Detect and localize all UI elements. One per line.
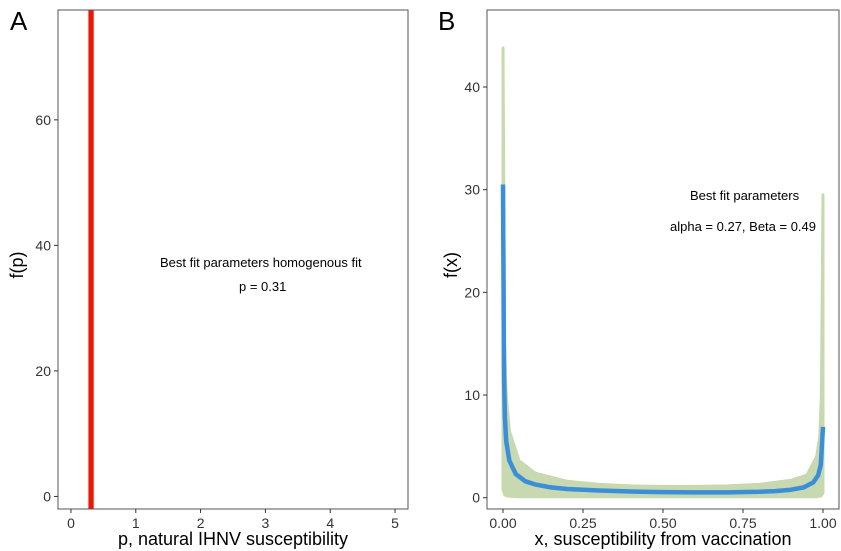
panel-a-y-axis-title: f(p) (7, 252, 27, 279)
panel-b-x-tick-label-1: 0.25 (569, 515, 596, 531)
panel-b-y-tick-label-1: 10 (464, 387, 480, 403)
panel-a-x-tick-label-1: 1 (132, 515, 140, 531)
panel-a-plot-area (87, 10, 95, 509)
panel-a-annotation-title: Best fit parameters homogenous fit (160, 255, 362, 270)
panel-b-y-axis-title: f(x) (441, 252, 461, 278)
panel-b-y-tick-label-0: 0 (472, 490, 480, 506)
panel-a-x-tick-label-5: 5 (391, 515, 399, 531)
panel-a-y-tick-label-1: 20 (35, 363, 51, 379)
panel-b-uncertainty-band (501, 46, 825, 499)
panel-b-axes: 0.00 0.25 0.50 0.75 1.00 0 10 20 30 40 (464, 79, 836, 531)
panel-b-y-tick-label-4: 40 (464, 79, 480, 95)
panel-a-annotation-value: p = 0.31 (239, 279, 286, 294)
panel-a-x-axis-title: p, natural IHNV susceptibility (118, 529, 348, 549)
panel-b-plot-area (500, 46, 826, 499)
panel-a-x-tick-label-3: 3 (262, 515, 270, 531)
panel-a: A 0 1 2 3 4 5 0 20 40 60 Best fit parameters homo… (7, 6, 409, 549)
panel-b-annotation-value: alpha = 0.27, Beta = 0.49 (670, 219, 816, 234)
panel-b-x-tick-label-2: 0.50 (649, 515, 676, 531)
panel-b-x-tick-label-0: 0.00 (489, 515, 516, 531)
panel-a-letter: A (10, 6, 28, 36)
panel-a-x-tick-label-2: 2 (197, 515, 205, 531)
panel-b-annotation-title: Best fit parameters (690, 188, 800, 203)
panel-b: B 0.00 0.25 0.50 0.75 1.00 0 10 20 30 40 Best fit… (438, 6, 840, 549)
panel-b-x-tick-label-3: 0.75 (729, 515, 756, 531)
panel-b-best-fit-line (500, 184, 826, 495)
panel-a-y-tick-label-2: 40 (35, 237, 51, 253)
panel-a-x-tick-label-4: 4 (326, 515, 334, 531)
panel-b-y-tick-label-2: 20 (464, 284, 480, 300)
panel-b-x-tick-label-4: 1.00 (809, 515, 836, 531)
panel-a-y-tick-label-0: 0 (43, 488, 51, 504)
panel-b-letter: B (438, 6, 455, 36)
panel-a-axes: 0 1 2 3 4 5 0 20 40 60 (35, 112, 399, 531)
panel-a-y-tick-label-3: 60 (35, 112, 51, 128)
panel-b-x-axis-title: x, susceptibility from vaccination (534, 529, 791, 549)
panel-a-frame (57, 9, 409, 510)
panel-b-y-tick-label-3: 30 (464, 182, 480, 198)
panel-a-x-tick-label-0: 0 (67, 515, 75, 531)
